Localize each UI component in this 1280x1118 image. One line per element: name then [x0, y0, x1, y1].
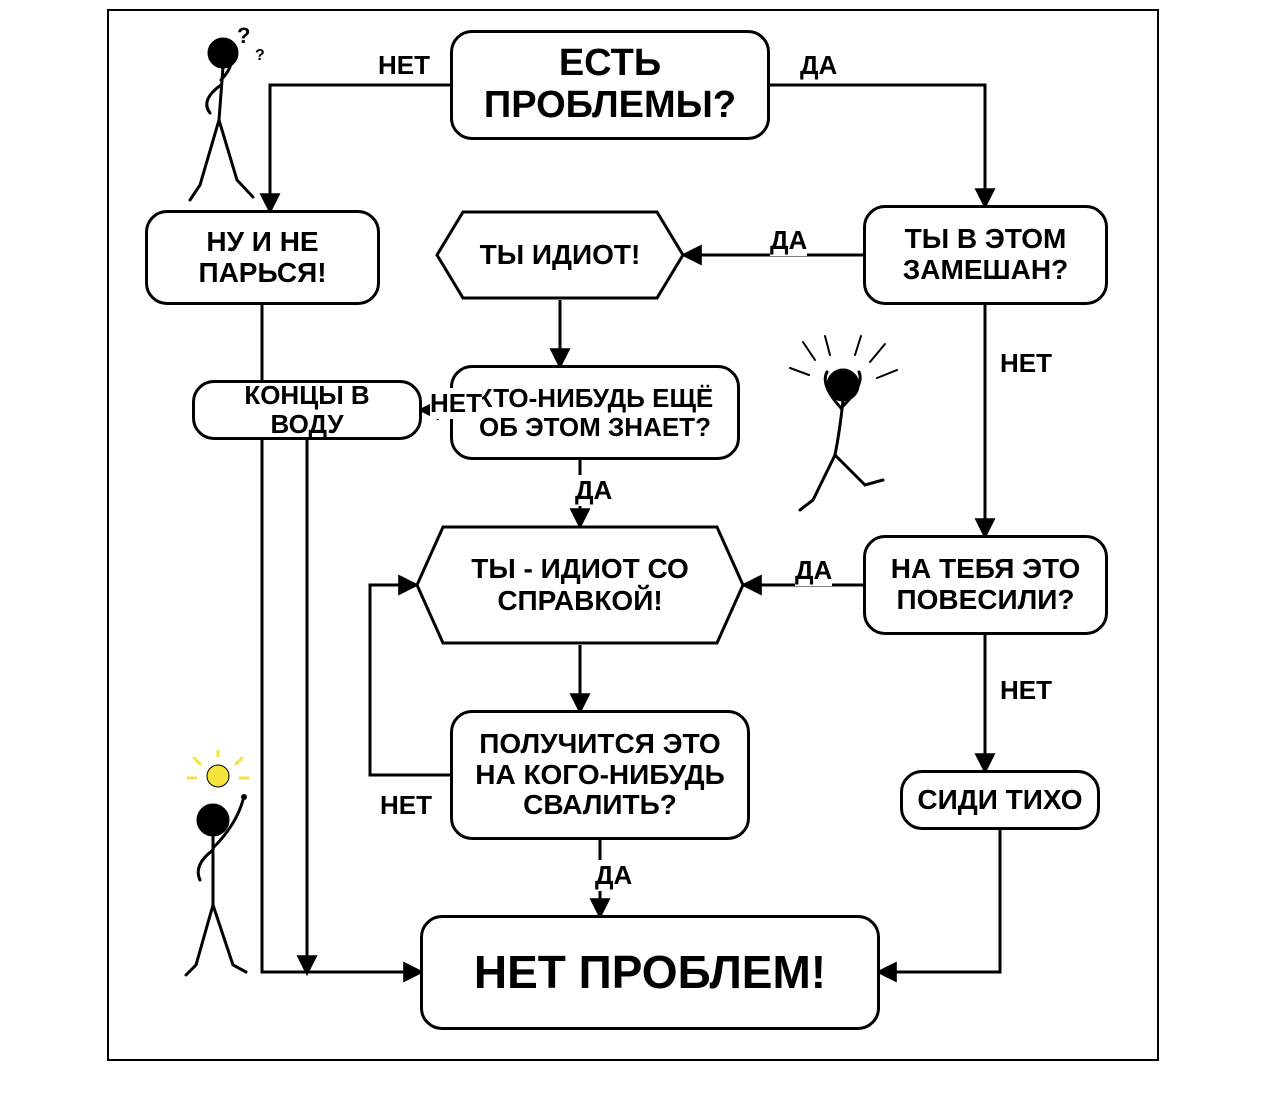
node-text: ЕСТЬ ПРОБЛЕМЫ?	[463, 43, 757, 127]
node-no-problem: НЕТ ПРОБЛЕМ!	[420, 915, 880, 1030]
edge-label-involved-yes: ДА	[770, 225, 807, 256]
node-text: ТЫ В ЭТОМ ЗАМЕШАН?	[876, 224, 1095, 286]
edge-label-anyone-no: НЕТ	[430, 388, 482, 419]
svg-text:?: ?	[237, 25, 250, 48]
eureka-figure-icon	[158, 750, 278, 980]
edge-label-anyone-yes: ДА	[575, 475, 612, 506]
node-text: НЕТ ПРОБЛЕМ!	[474, 947, 826, 998]
panic-figure-icon	[765, 330, 915, 520]
edge-start-no	[270, 85, 450, 210]
edge-label-blamed-yes: ДА	[795, 555, 832, 586]
edge-label-dump-yes: ДА	[595, 860, 632, 891]
edge-label-dump-no: НЕТ	[380, 790, 432, 821]
node-dump-on-someone: ПОЛУЧИТСЯ ЭТО НА КОГО-НИБУДЬ СВАЛИТЬ?	[450, 710, 750, 840]
node-text: НА ТЕБЯ ЭТО ПОВЕСИЛИ?	[876, 554, 1095, 616]
node-involved: ТЫ В ЭТОМ ЗАМЕШАН?	[863, 205, 1108, 305]
node-text: КТО-НИБУДЬ ЕЩЁ ОБ ЭТОМ ЗНАЕТ?	[463, 384, 727, 441]
node-blamed: НА ТЕБЯ ЭТО ПОВЕСИЛИ?	[863, 535, 1108, 635]
node-start: ЕСТЬ ПРОБЛЕМЫ?	[450, 30, 770, 140]
edge-label-start-yes: ДА	[800, 50, 837, 81]
node-text: КОНЦЫ В ВОДУ	[205, 381, 409, 438]
node-text: ТЫ ИДИОТ!	[480, 239, 641, 271]
flowchart-canvas: ЕСТЬ ПРОБЛЕМЫ? НУ И НЕ ПАРЬСЯ! ТЫ В ЭТОМ…	[0, 0, 1280, 1118]
edge-label-involved-no: НЕТ	[1000, 348, 1052, 379]
node-dont-worry: НУ И НЕ ПАРЬСЯ!	[145, 210, 380, 305]
edge-start-yes	[770, 85, 985, 205]
node-sit-quiet: СИДИ ТИХО	[900, 770, 1100, 830]
node-text: НУ И НЕ ПАРЬСЯ!	[158, 227, 367, 289]
node-certified-idiot: ТЫ - ИДИОТ СО СПРАВКОЙ!	[415, 525, 745, 645]
edge-label-blamed-no: НЕТ	[1000, 675, 1052, 706]
node-text: СИДИ ТИХО	[917, 785, 1082, 816]
node-anyone-knows: КТО-НИБУДЬ ЕЩЁ ОБ ЭТОМ ЗНАЕТ?	[450, 365, 740, 460]
svg-text:?: ?	[255, 47, 265, 64]
edge-quiet-down	[880, 830, 1000, 972]
node-text: ТЫ - ИДИОТ СО СПРАВКОЙ!	[415, 553, 745, 617]
node-text: ПОЛУЧИТСЯ ЭТО НА КОГО-НИБУДЬ СВАЛИТЬ?	[463, 729, 737, 821]
thinking-figure-icon: ? ?	[175, 25, 285, 210]
node-ends-in-water: КОНЦЫ В ВОДУ	[192, 380, 422, 440]
node-idiot: ТЫ ИДИОТ!	[435, 210, 685, 300]
edge-label-start-no: НЕТ	[378, 50, 430, 81]
